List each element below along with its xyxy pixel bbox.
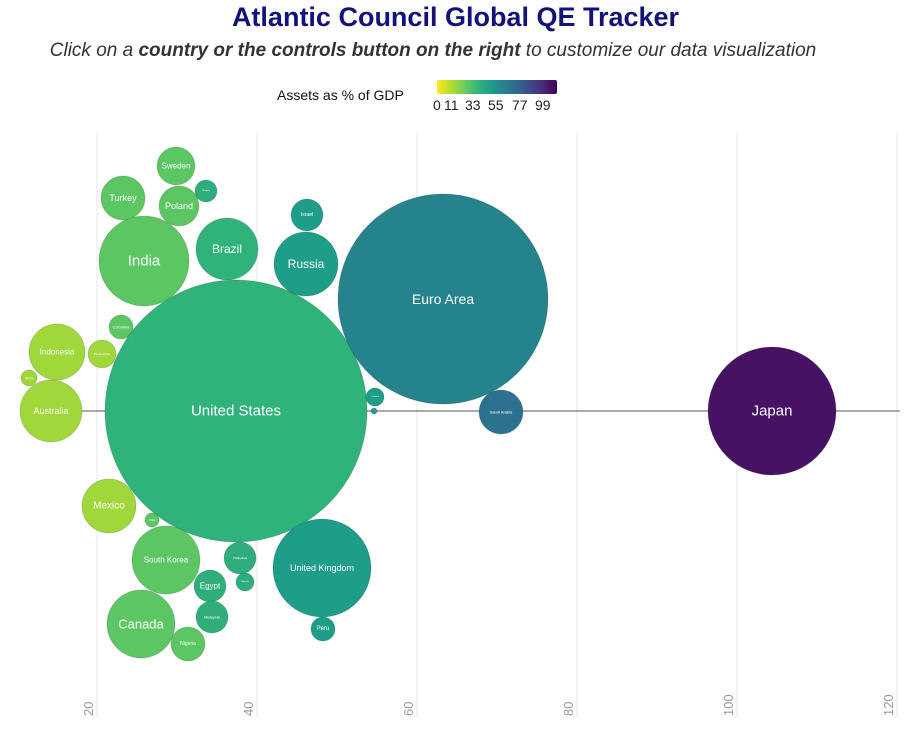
bubble-label: Poland [165,201,193,211]
bubble-label: Indonesia [40,348,75,357]
bubble-canada[interactable] [106,589,176,659]
bubble-turkey[interactable] [100,175,146,221]
bubble-saudi-arabia[interactable] [478,389,524,435]
x-tick-label: 20 [81,702,96,716]
legend-tick: 0 [433,97,441,113]
bubble-united-states[interactable] [104,279,368,543]
bubble-label: South Africa [94,352,111,356]
bubble-label: Japan [752,403,793,420]
bubble-label: Hungary [202,190,210,192]
bubble-india[interactable] [98,215,190,307]
bubble-label: Sweden [162,162,191,171]
bubble-united-kingdom[interactable] [272,518,372,618]
bubble-label: Colombia [113,325,131,330]
bubble-kenya[interactable] [20,369,38,387]
bubble-label: Thailand [371,396,379,398]
bubble-label: Mexico [93,501,125,512]
legend-tick: 77 [512,97,528,113]
bubble-label: South Korea [144,556,189,565]
bubble-label: Brazil [212,242,242,256]
bubble-label: Turkey [109,193,137,203]
legend-colorbar [437,80,557,94]
bubble-nigeria[interactable] [170,626,206,662]
bubble-chile[interactable] [144,512,160,528]
x-tick-label: 60 [401,702,416,716]
bubble-israel[interactable] [290,198,324,232]
bubble-brazil[interactable] [195,217,259,281]
bubble-label: Philippines [233,556,248,560]
bubble-romania[interactable] [235,572,255,592]
legend-tick: 55 [488,97,504,113]
bubble-australia[interactable] [19,379,83,443]
bubble-label: Saudi Arabia [490,410,513,415]
x-tick-label: 120 [881,694,896,716]
bubble-peru[interactable] [310,616,336,642]
bubble-label: India [128,253,161,270]
bubble-label: Australia [33,406,68,416]
bubble-label: United States [191,403,281,420]
bubble-japan[interactable] [707,346,837,476]
x-tick-label: 40 [241,702,256,716]
bubble-label: Romania [241,581,250,583]
bubble-label: Russia [288,257,325,271]
subtitle: Click on a country or the controls butto… [0,40,866,62]
bubble-indonesia[interactable] [28,323,86,381]
bubble-malaysia[interactable] [195,600,229,634]
bubble-label: Egypt [200,582,221,591]
bubble-label: Israel [301,212,313,218]
bubble-label: Canada [118,617,164,632]
bubble-label: Peru [317,626,330,632]
bubble-thailand[interactable] [365,387,385,407]
bubble-label: Nigeria [180,641,196,647]
x-tick-label: 100 [721,694,736,716]
legend-tick: 99 [535,97,551,113]
bubble-south-africa[interactable] [87,339,117,369]
bubble-label: United Kingdom [290,563,354,573]
bubble-label: Chile [149,518,156,522]
bubble-philippines[interactable] [223,541,257,575]
bubble-label: Kenya [25,376,34,380]
bubble-hungary[interactable] [194,179,218,203]
legend-label: Assets as % of GDP [277,87,404,103]
bubble-south-korea[interactable] [131,525,201,595]
subtitle-part: Click on a [49,40,139,61]
page-title: Atlantic Council Global QE Tracker [231,2,680,32]
legend-tick: 33 [465,97,481,113]
bubble-poland[interactable] [158,185,200,227]
bubble-mexico[interactable] [81,478,137,534]
subtitle-part: to customize our data visualization [520,40,817,61]
bubble-colombia[interactable] [108,314,134,340]
x-tick-label: 80 [561,702,576,716]
bubble-label: Malaysia [204,615,221,620]
bubble-euro-area[interactable] [337,193,549,405]
legend-tick: 11 [444,97,459,113]
bubble-label: Euro Area [412,291,474,307]
subtitle-emphasis: country or the controls button on the ri… [138,40,521,61]
bubble-russia[interactable] [273,231,339,297]
bubble-unlabeled[interactable] [370,407,378,415]
bubble-sweden[interactable] [156,146,196,186]
